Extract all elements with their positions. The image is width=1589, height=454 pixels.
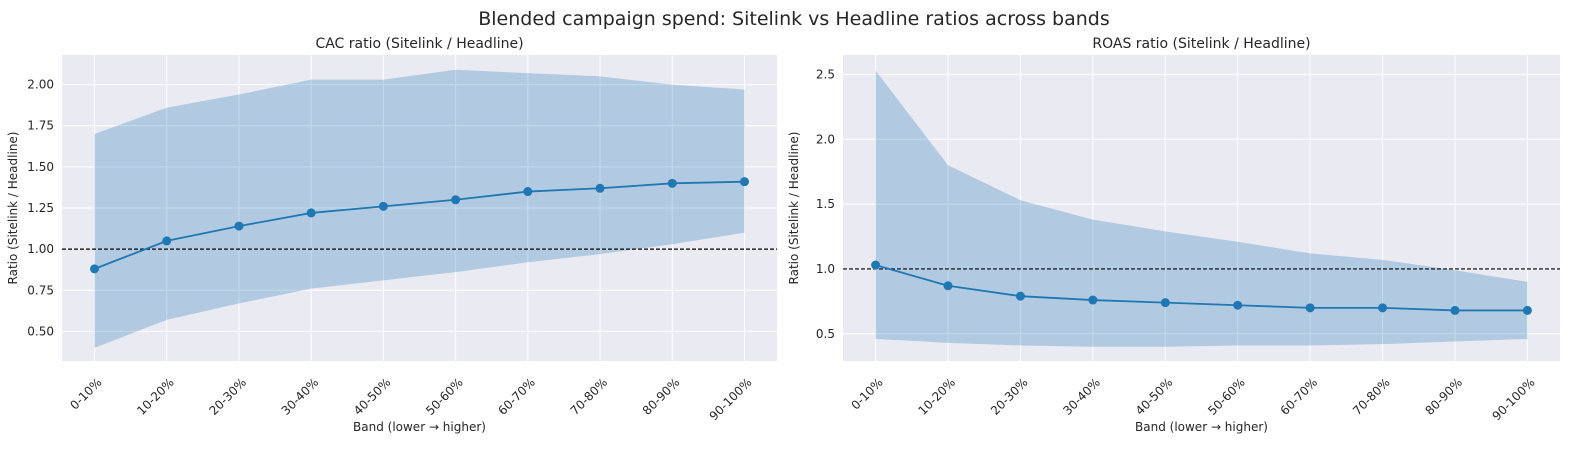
x-tick-label: 80-90% bbox=[640, 375, 683, 418]
data-point bbox=[1088, 295, 1098, 305]
y-tick-label: 1.00 bbox=[27, 242, 54, 256]
x-tick-label: 20-30% bbox=[988, 375, 1031, 418]
data-point bbox=[1160, 298, 1170, 308]
y-tick-label: 1.50 bbox=[27, 160, 54, 174]
x-axis-label: Band (lower → higher) bbox=[353, 420, 486, 434]
x-tick-label: 70-80% bbox=[568, 375, 611, 418]
x-tick-label: 90-100% bbox=[1490, 375, 1538, 423]
x-tick-label: 70-80% bbox=[1350, 375, 1393, 418]
y-axis-label: Ratio (Sitelink / Headline) bbox=[6, 132, 20, 285]
y-tick-label: 2.0 bbox=[816, 132, 835, 146]
x-axis-label: Band (lower → higher) bbox=[1135, 420, 1268, 434]
x-tick-label: 0-10% bbox=[67, 375, 104, 412]
y-axis-label: Ratio (Sitelink / Headline) bbox=[787, 132, 801, 285]
x-tick-label: 10-20% bbox=[916, 375, 959, 418]
data-point bbox=[378, 201, 388, 211]
y-tick-label: 1.5 bbox=[816, 197, 835, 211]
x-tick-label: 10-20% bbox=[134, 375, 177, 418]
subplot-1: 0.50 0.75 1.00 1.25 1.50 1.75 2.00 0-10% 10-20% 2… bbox=[6, 36, 777, 434]
y-tick-label: 0.75 bbox=[27, 283, 54, 297]
data-point bbox=[1015, 291, 1025, 301]
data-point bbox=[451, 195, 461, 205]
data-point bbox=[1522, 305, 1532, 315]
data-point bbox=[162, 236, 172, 246]
x-tick-label: 20-30% bbox=[206, 375, 249, 418]
data-point bbox=[523, 187, 533, 197]
y-tick-label: 1.75 bbox=[27, 119, 54, 133]
y-tick-label: 2.00 bbox=[27, 78, 54, 92]
data-point bbox=[1378, 303, 1388, 313]
data-point bbox=[740, 177, 749, 187]
x-tick-label: 0-10% bbox=[848, 375, 885, 412]
data-point bbox=[943, 281, 953, 291]
data-point bbox=[667, 178, 677, 188]
x-tick-label: 50-60% bbox=[1205, 375, 1248, 418]
data-point bbox=[595, 183, 605, 193]
x-tick-label: 60-70% bbox=[495, 375, 538, 418]
series-line bbox=[94, 180, 745, 270]
data-point bbox=[1305, 303, 1315, 313]
data-point bbox=[90, 264, 99, 274]
suptitle: Blended campaign spend: Sitelink vs Head… bbox=[478, 8, 1110, 30]
y-tick-label: 0.5 bbox=[816, 327, 835, 341]
y-tick-label: 1.0 bbox=[816, 262, 835, 276]
data-point bbox=[306, 208, 316, 218]
series-line bbox=[875, 264, 1528, 312]
x-tick-label: 60-70% bbox=[1278, 375, 1321, 418]
x-tick-label: 30-40% bbox=[279, 375, 322, 418]
subplot-title: CAC ratio (Sitelink / Headline) bbox=[315, 36, 523, 52]
y-tick-label: 0.50 bbox=[27, 324, 54, 338]
x-tick-label: 40-50% bbox=[1133, 375, 1176, 418]
x-tick-label: 30-40% bbox=[1060, 375, 1103, 418]
x-tick-label: 80-90% bbox=[1422, 375, 1465, 418]
subplot-2: 0.5 1.0 1.5 2.0 2.5 0-10% 10-20% 20-30% 30-40% 40… bbox=[787, 36, 1560, 434]
data-point bbox=[1233, 300, 1243, 310]
confidence-band bbox=[94, 69, 745, 348]
x-tick-label: 50-60% bbox=[423, 375, 466, 418]
subplot-title: ROAS ratio (Sitelink / Headline) bbox=[1092, 36, 1310, 52]
data-point bbox=[871, 260, 881, 270]
data-point bbox=[1450, 305, 1460, 315]
data-point bbox=[234, 221, 244, 231]
y-tick-label: 2.5 bbox=[816, 67, 835, 81]
x-tick-label: 90-100% bbox=[707, 375, 755, 423]
confidence-band bbox=[875, 70, 1528, 347]
x-tick-label: 40-50% bbox=[351, 375, 394, 418]
y-tick-label: 1.25 bbox=[27, 201, 54, 215]
